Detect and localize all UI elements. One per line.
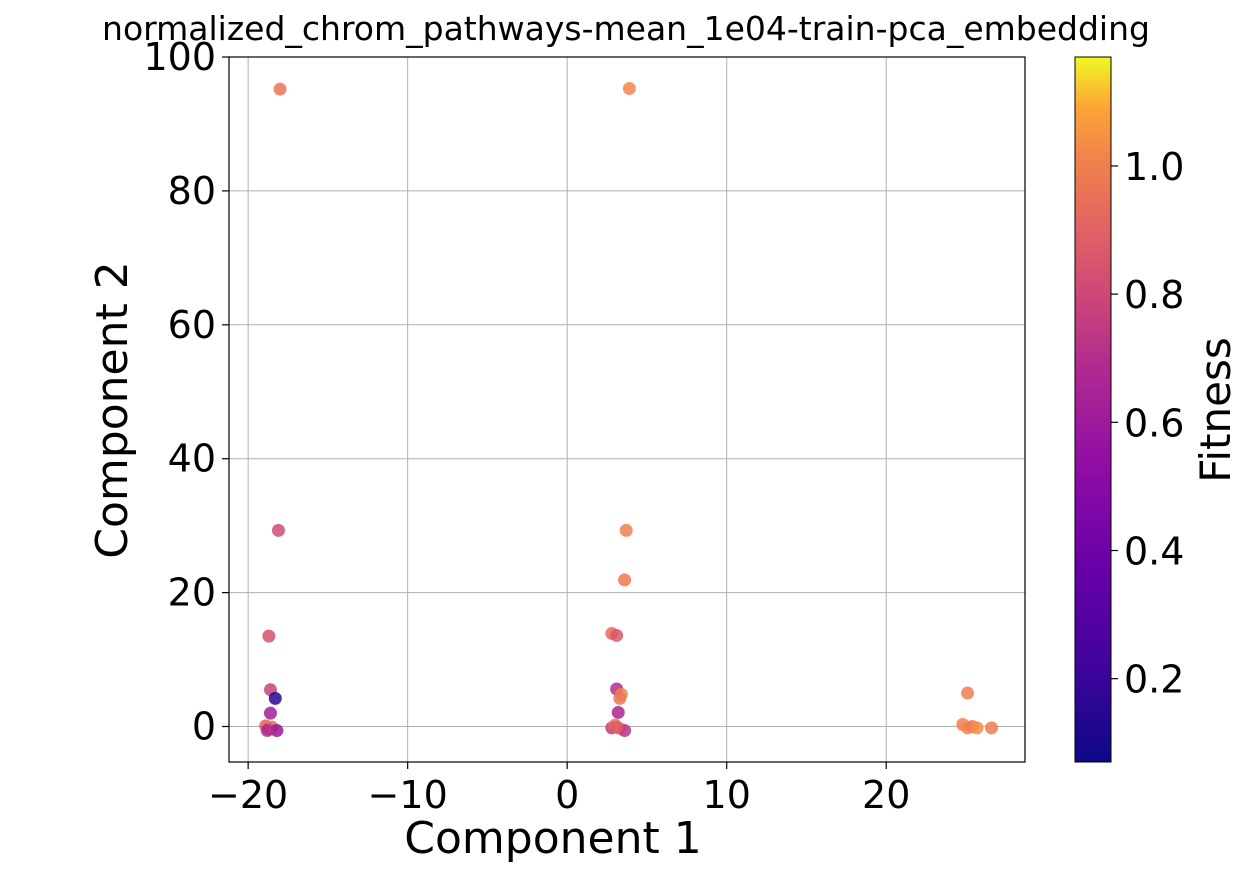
x-tick-label: 20 — [862, 773, 910, 817]
colorbar-label: Fitness — [1191, 337, 1240, 482]
y-tick-label: 60 — [168, 303, 216, 347]
colorbar-ticks: 0.2 0.4 0.6 0.8 1.0 — [1111, 145, 1184, 702]
scatter-point — [970, 721, 984, 735]
scatter-point — [618, 573, 632, 587]
y-tick-label: 20 — [168, 571, 216, 615]
y-axis-ticks: 0 20 40 60 80 100 — [143, 35, 229, 749]
scatter-point — [613, 691, 627, 705]
colorbar-tick-label: 0.8 — [1124, 273, 1184, 317]
scatter-point — [271, 523, 285, 537]
scatter-point — [610, 720, 624, 734]
data-points — [259, 81, 999, 738]
scatter-point — [263, 706, 277, 720]
grid-lines — [229, 56, 1025, 762]
plot-frame — [228, 56, 1026, 763]
y-tick-label: 100 — [143, 35, 216, 79]
scatter-point — [268, 691, 282, 705]
colorbar-tick-label: 0.4 — [1124, 530, 1184, 574]
x-axis-label: Component 1 — [404, 813, 701, 864]
scatter-point — [985, 721, 999, 735]
colorbar-tick-label: 1.0 — [1124, 145, 1184, 189]
scatter-point — [260, 724, 274, 738]
x-axis-ticks: −20 −10 0 10 20 — [208, 762, 910, 817]
colorbar: 0.2 0.4 0.6 0.8 1.0 Fitness — [1074, 56, 1240, 763]
scatter-point — [619, 523, 633, 537]
scatter-point — [610, 628, 624, 642]
y-tick-label: 0 — [192, 705, 216, 749]
y-tick-label: 40 — [168, 437, 216, 481]
scatter-point — [262, 629, 276, 643]
y-axis-label: Component 2 — [87, 261, 138, 558]
scatter-point — [622, 81, 636, 95]
x-tick-label: 10 — [703, 773, 751, 817]
scatter-point — [273, 82, 287, 96]
colorbar-tick-label: 0.2 — [1124, 658, 1184, 702]
x-tick-label: −10 — [368, 773, 448, 817]
chart-title: normalized_chrom_pathways-mean_1e04-trai… — [102, 9, 1150, 48]
y-tick-label: 80 — [168, 169, 216, 213]
scatter-point — [611, 705, 625, 719]
colorbar-gradient — [1074, 56, 1112, 763]
scatter-point — [270, 724, 284, 738]
scatter-point — [961, 686, 975, 700]
x-tick-label: −20 — [208, 773, 288, 817]
x-tick-label: 0 — [555, 773, 579, 817]
colorbar-tick-label: 0.6 — [1124, 401, 1184, 445]
